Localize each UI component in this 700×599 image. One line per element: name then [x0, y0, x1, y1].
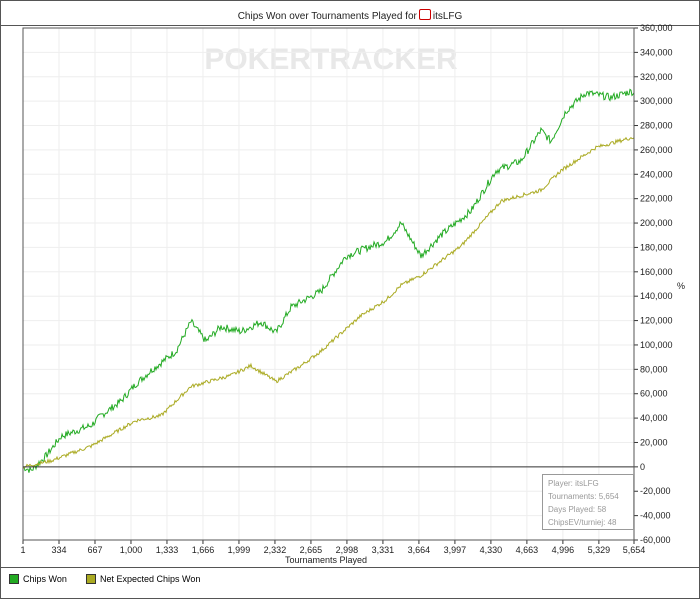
player-site-icon — [418, 9, 431, 20]
x-tick-label: 1,000 — [120, 545, 143, 555]
legend-label: Chips Won — [23, 574, 67, 584]
y-tick-label: 140,000 — [640, 291, 673, 301]
legend-item-chips-won[interactable]: Chips Won — [9, 574, 67, 584]
x-tick-label: 4,330 — [480, 545, 503, 555]
y-tick-label: 60,000 — [640, 389, 668, 399]
legend: Chips Won Net Expected Chips Won — [1, 567, 699, 598]
title-divider — [1, 25, 699, 26]
x-tick-label: 4,996 — [552, 545, 575, 555]
y-tick-label: 100,000 — [640, 340, 673, 350]
x-tick-label: 4,663 — [516, 545, 539, 555]
x-tick-label: 334 — [51, 545, 66, 555]
x-tick-label: 667 — [87, 545, 102, 555]
x-tick-label: 1,666 — [192, 545, 215, 555]
y-tick-label: -40,000 — [640, 511, 671, 521]
watermark: POKERTRACKER — [204, 43, 458, 76]
chart-title-text: Chips Won over Tournaments Played for — [237, 11, 417, 22]
legend-item-net-expected[interactable]: Net Expected Chips Won — [86, 574, 200, 584]
y-tick-label: 280,000 — [640, 121, 673, 131]
y-tick-label: 240,000 — [640, 169, 673, 179]
x-axis-label: Tournaments Played — [285, 555, 367, 565]
player-name: itsLFG — [432, 11, 463, 22]
x-tick-label: 1 — [20, 545, 25, 555]
x-tick-label: 1,999 — [228, 545, 251, 555]
legend-swatch — [86, 574, 96, 584]
stat-chipsev: ChipsEV/turniej: 48 — [548, 518, 617, 527]
x-tick-label: 2,998 — [336, 545, 359, 555]
x-tick-label: 3,997 — [444, 545, 467, 555]
y-tick-label: 220,000 — [640, 194, 673, 204]
y-tick-label: 20,000 — [640, 437, 668, 447]
y-tick-label: 260,000 — [640, 145, 673, 155]
y-tick-label: 80,000 — [640, 364, 668, 374]
right-axis-symbol: % — [677, 281, 685, 291]
y-tick-label: -60,000 — [640, 535, 671, 545]
y-tick-label: 360,000 — [640, 23, 673, 33]
stats-box: Player: itsLFG Tournaments: 5,654 Days P… — [542, 474, 634, 530]
stat-player: Player: itsLFG — [548, 479, 599, 488]
x-tick-label: 3,664 — [408, 545, 431, 555]
legend-swatch — [9, 574, 19, 584]
y-tick-label: 40,000 — [640, 413, 668, 423]
x-tick-label: 3,331 — [372, 545, 395, 555]
legend-label: Net Expected Chips Won — [100, 574, 201, 584]
x-tick-label: 5,329 — [588, 545, 611, 555]
stat-tournaments: Tournaments: 5,654 — [548, 492, 619, 501]
x-tick-label: 2,665 — [300, 545, 323, 555]
series-line-chips-won — [22, 88, 635, 473]
y-tick-label: -20,000 — [640, 486, 671, 496]
plot-border — [22, 27, 635, 541]
y-tick-label: 160,000 — [640, 267, 673, 277]
series-line-net-expected — [22, 136, 635, 469]
x-tick-label: 1,333 — [156, 545, 179, 555]
y-tick-label: 120,000 — [640, 316, 673, 326]
x-tick-label: 2,332 — [264, 545, 287, 555]
stat-days-played: Days Played: 58 — [548, 505, 607, 514]
y-tick-label: 340,000 — [640, 47, 673, 57]
chart-title: Chips Won over Tournaments Played for its… — [1, 9, 699, 22]
y-tick-label: 320,000 — [640, 72, 673, 82]
y-tick-label: 0 — [640, 462, 645, 472]
x-tick-label: 5,654 — [623, 545, 646, 555]
y-tick-label: 180,000 — [640, 242, 673, 252]
chart-plot: POKERTRACKER 1 334 667 1,000 1,333 1,666 1,999… — [20, 23, 685, 565]
y-tick-label: 200,000 — [640, 218, 673, 228]
y-tick-label: 300,000 — [640, 96, 673, 106]
